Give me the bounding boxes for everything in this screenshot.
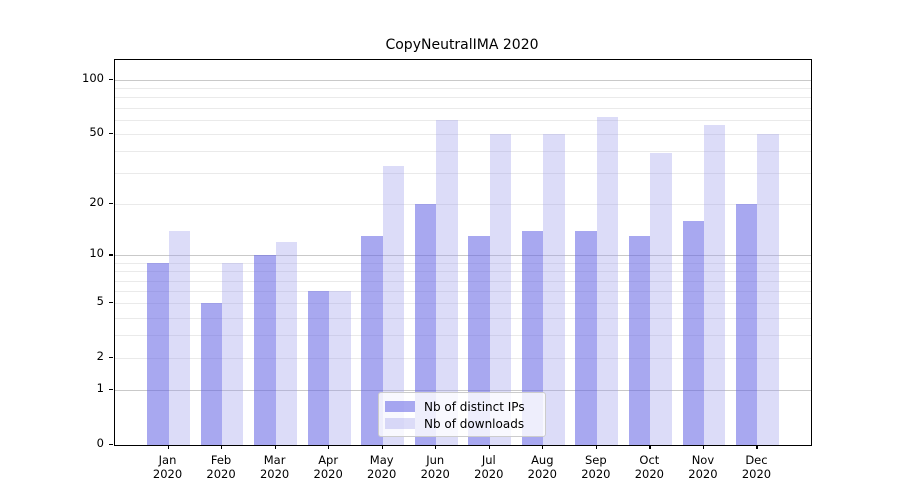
bar-downloads <box>596 117 619 445</box>
minor-gridline <box>115 204 811 206</box>
legend-item-downloads: Nb of downloads <box>385 416 537 432</box>
bar-distinct-ips <box>254 255 276 445</box>
x-tick-label: Sep 2020 <box>581 453 611 481</box>
minor-gridline <box>115 173 811 175</box>
minor-gridline <box>115 107 811 109</box>
legend-item-distinct-ips: Nb of distinct IPs <box>385 399 537 415</box>
bar-downloads <box>436 119 458 445</box>
minor-gridline <box>115 271 811 273</box>
x-tick <box>167 445 169 450</box>
bar-distinct-ips <box>200 303 223 445</box>
bar-distinct-ips <box>575 230 597 445</box>
y-tick <box>109 203 113 205</box>
minor-gridline <box>115 303 811 305</box>
y-tick <box>109 389 113 391</box>
x-tick <box>274 445 276 450</box>
y-tick-label: 50 <box>89 125 104 139</box>
minor-gridline <box>115 119 811 121</box>
bar-distinct-ips <box>414 204 437 445</box>
bar-distinct-ips <box>736 204 758 445</box>
minor-gridline <box>115 335 811 337</box>
x-tick-label: Dec 2020 <box>741 453 772 481</box>
bar-downloads <box>489 134 512 445</box>
y-tick-label: 1 <box>96 381 104 396</box>
x-tick-label: May 2020 <box>367 453 397 481</box>
x-tick <box>381 445 383 450</box>
minor-gridline <box>115 97 811 99</box>
major-gridline <box>115 79 811 81</box>
bar-downloads <box>275 242 298 445</box>
x-tick <box>435 445 437 450</box>
minor-gridline <box>115 291 811 293</box>
y-tick-label: 10 <box>89 246 104 261</box>
bar-downloads <box>757 134 779 445</box>
major-gridline <box>115 390 811 392</box>
y-tick-label: 5 <box>96 294 104 309</box>
bar-downloads <box>168 230 190 445</box>
legend-swatch-icon <box>385 418 415 429</box>
x-tick-label: Apr 2020 <box>313 453 343 481</box>
legend-swatch-icon <box>385 401 415 412</box>
minor-gridline <box>115 280 811 282</box>
bar-distinct-ips <box>147 262 169 445</box>
y-tick-label: 100 <box>82 70 104 85</box>
x-tick-label: Feb 2020 <box>206 453 236 481</box>
bar-distinct-ips <box>307 291 330 445</box>
bar-downloads <box>382 166 405 445</box>
x-tick <box>649 445 651 450</box>
x-tick-label: Nov 2020 <box>688 453 718 481</box>
y-tick-label: 0 <box>96 436 104 450</box>
x-tick <box>595 445 598 450</box>
bar-distinct-ips <box>628 236 651 445</box>
bar-downloads <box>329 291 351 445</box>
x-tick-label: Jun 2020 <box>420 453 450 481</box>
bar-distinct-ips <box>361 236 383 445</box>
x-tick-label: Oct 2020 <box>634 453 665 481</box>
minor-gridline <box>115 151 811 153</box>
x-tick-label: Jul 2020 <box>474 453 504 481</box>
x-tick <box>542 445 544 450</box>
minor-gridline <box>115 358 811 360</box>
minor-gridline <box>115 88 811 90</box>
x-tick <box>702 445 705 450</box>
x-tick-label: Aug 2020 <box>527 453 557 481</box>
bar-downloads <box>703 125 726 445</box>
minor-gridline <box>115 134 811 135</box>
legend-label: Nb of downloads <box>424 416 525 431</box>
minor-gridline <box>115 262 811 264</box>
bar-distinct-ips <box>521 230 544 445</box>
plot-area <box>114 59 812 446</box>
y-tick <box>109 254 113 256</box>
y-tick <box>109 302 113 304</box>
bar-distinct-ips <box>682 220 704 445</box>
x-tick-label: Mar 2020 <box>259 453 290 481</box>
bar-downloads <box>650 153 672 445</box>
y-tick <box>109 357 113 359</box>
legend-label: Nb of distinct IPs <box>424 399 525 414</box>
y-tick <box>109 444 113 446</box>
bar-downloads <box>543 134 565 445</box>
y-tick <box>109 78 113 81</box>
y-tick <box>109 133 113 135</box>
y-tick-label: 2 <box>96 349 104 364</box>
chart-title: CopyNeutralIMA 2020 <box>385 37 539 53</box>
major-gridline <box>115 255 811 257</box>
x-tick <box>221 445 223 450</box>
y-tick-label: 20 <box>89 195 104 210</box>
x-tick <box>488 445 490 450</box>
x-tick-label: Jan 2020 <box>152 453 183 481</box>
minor-gridline <box>115 317 811 319</box>
x-tick <box>756 445 758 450</box>
bar-downloads <box>222 262 244 445</box>
x-tick <box>328 445 330 450</box>
legend: Nb of distinct IPs Nb of downloads <box>378 392 546 437</box>
